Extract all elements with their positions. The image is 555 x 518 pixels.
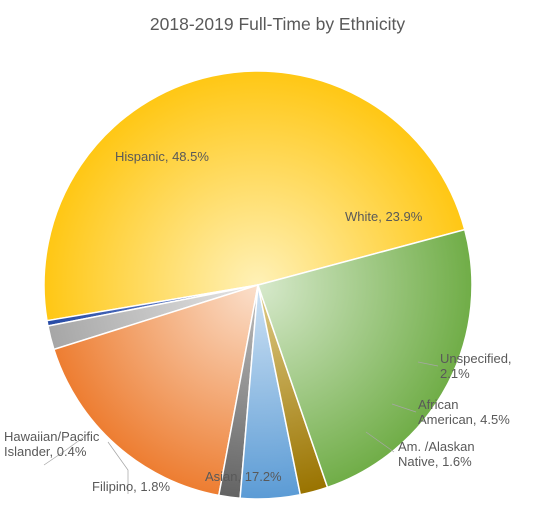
slice-label-hispanic: Hispanic, 48.5% (115, 150, 209, 165)
leader-line (366, 432, 394, 452)
slice-label-hawaiian-pacific-islander: Hawaiian/Pacific Islander, 0.4% (4, 430, 99, 460)
slice-label-asian: Asian, 17.2% (205, 470, 282, 485)
slice-label-am-alaskan-native: Am. /Alaskan Native, 1.6% (398, 440, 475, 470)
leader-line (392, 404, 416, 412)
slice-label-white: White, 23.9% (345, 210, 422, 225)
slice-label-african-american: African American, 4.5% (418, 398, 510, 428)
pie-chart-container: 2018-2019 Full-Time by Ethnicity Hispani… (0, 0, 555, 518)
slice-label-unspecified: Unspecified, 2.1% (440, 352, 512, 382)
leader-line (418, 362, 438, 366)
slice-label-filipino: Filipino, 1.8% (92, 480, 170, 495)
